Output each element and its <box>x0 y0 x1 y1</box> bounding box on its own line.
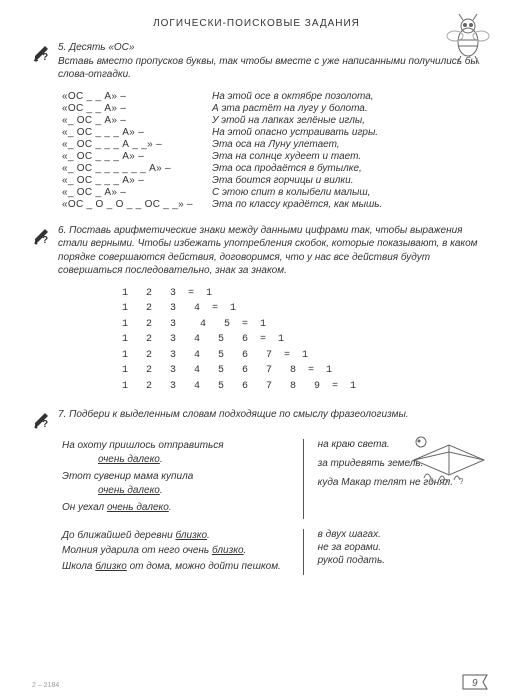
os-left: «_ ОС _ _ _ А _ _» – <box>62 139 212 150</box>
pencil-icon: ? <box>32 409 52 429</box>
task5-text: 5. Десять «ОС» Вставь вместо пропусков б… <box>58 41 481 82</box>
os-right: На этой осе в октябре позолота, <box>212 91 481 102</box>
os-row: «_ ОС _ А» –У этой на лапках зелёные игл… <box>62 115 481 126</box>
os-right: У этой на лапках зелёные иглы, <box>212 115 481 126</box>
pencil-icon: ? <box>32 42 52 62</box>
os-right: А эта растёт на лугу у болота. <box>212 103 481 114</box>
phrase-group-2: До ближайшей деревни близко. Молния удар… <box>62 529 481 576</box>
book-icon: ? ? ? <box>409 430 489 486</box>
svg-text:?: ? <box>429 477 434 486</box>
svg-text:?: ? <box>42 419 48 429</box>
pencil-icon: ? <box>32 225 52 245</box>
os-right: Эта боится горчицы и вилки. <box>212 175 481 186</box>
task-5: ? 5. Десять «ОС» Вставь вместо пропусков… <box>32 41 481 210</box>
svg-text:?: ? <box>459 477 464 486</box>
os-row: «_ ОС _ _ _ А» –Эта боится горчицы и вил… <box>62 175 481 186</box>
os-right: Эта на солнце худеет и тает. <box>212 151 481 162</box>
svg-text:?: ? <box>42 235 48 245</box>
os-row: «_ ОС _ _ _ _ _ _ А» –Эта оса продаётся … <box>62 163 481 174</box>
svg-text:?: ? <box>444 478 449 486</box>
page-number: 9 <box>472 678 478 689</box>
os-row: «_ ОС _ _ _ А _ _» –Эта оса на Луну улет… <box>62 139 481 150</box>
os-left: «_ ОС _ А» – <box>62 115 212 126</box>
bee-icon <box>445 12 491 68</box>
os-left: «_ ОС _ _ _ А» – <box>62 151 212 162</box>
os-left: «ОС _ _ А» – <box>62 103 212 114</box>
os-row: «ОС _ _ А» –На этой осе в октябре позоло… <box>62 91 481 102</box>
svg-text:?: ? <box>42 52 48 62</box>
os-row: «ОС _ О _ О _ _ ОС _ _» –Эта по классу к… <box>62 199 481 210</box>
task7-text: 7. Подбери к выделенным словам подходящи… <box>58 408 481 422</box>
os-left: «_ ОС _ _ _ А» – <box>62 175 212 186</box>
os-right: Эта оса на Луну улетает, <box>212 139 481 150</box>
os-right: С этою спит в колыбели малыш, <box>212 187 481 198</box>
os-left: «ОС _ О _ О _ _ ОС _ _» – <box>62 199 212 210</box>
os-left: «_ ОС _ _ _ А» – <box>62 127 212 138</box>
os-left: «ОС _ _ А» – <box>62 91 212 102</box>
footer-code: 2 – 2184 <box>32 682 59 689</box>
os-left: «_ ОС _ _ _ _ _ _ А» – <box>62 163 212 174</box>
page-number-flag: 9 <box>461 673 489 691</box>
os-left: «_ ОС _ А» – <box>62 187 212 198</box>
os-rows: «ОС _ _ А» –На этой осе в октябре позоло… <box>32 91 481 210</box>
os-row: «_ ОС _ _ _ А» –Эта на солнце худеет и т… <box>62 151 481 162</box>
task-6: ? 6. Поставь арифметические знаки между … <box>32 224 481 395</box>
os-row: «_ ОС _ _ _ А» –На этой опасно устраиват… <box>62 127 481 138</box>
page-title: ЛОГИЧЕСКИ-ПОИСКОВЫЕ ЗАДАНИЯ <box>32 18 481 29</box>
os-right: Эта оса продаётся в бутылке, <box>212 163 481 174</box>
math-block: 1 2 3 = 1 1 2 3 4 = 1 1 2 3 4 5 = 1 1 2 … <box>122 286 481 395</box>
os-row: «ОС _ _ А» –А эта растёт на лугу у болот… <box>62 103 481 114</box>
task6-text: 6. Поставь арифметические знаки между да… <box>58 224 481 278</box>
os-right: Эта по классу крадётся, как мышь. <box>212 199 481 210</box>
os-row: «_ ОС _ А» –С этою спит в колыбели малыш… <box>62 187 481 198</box>
os-right: На этой опасно устраивать игры. <box>212 127 481 138</box>
